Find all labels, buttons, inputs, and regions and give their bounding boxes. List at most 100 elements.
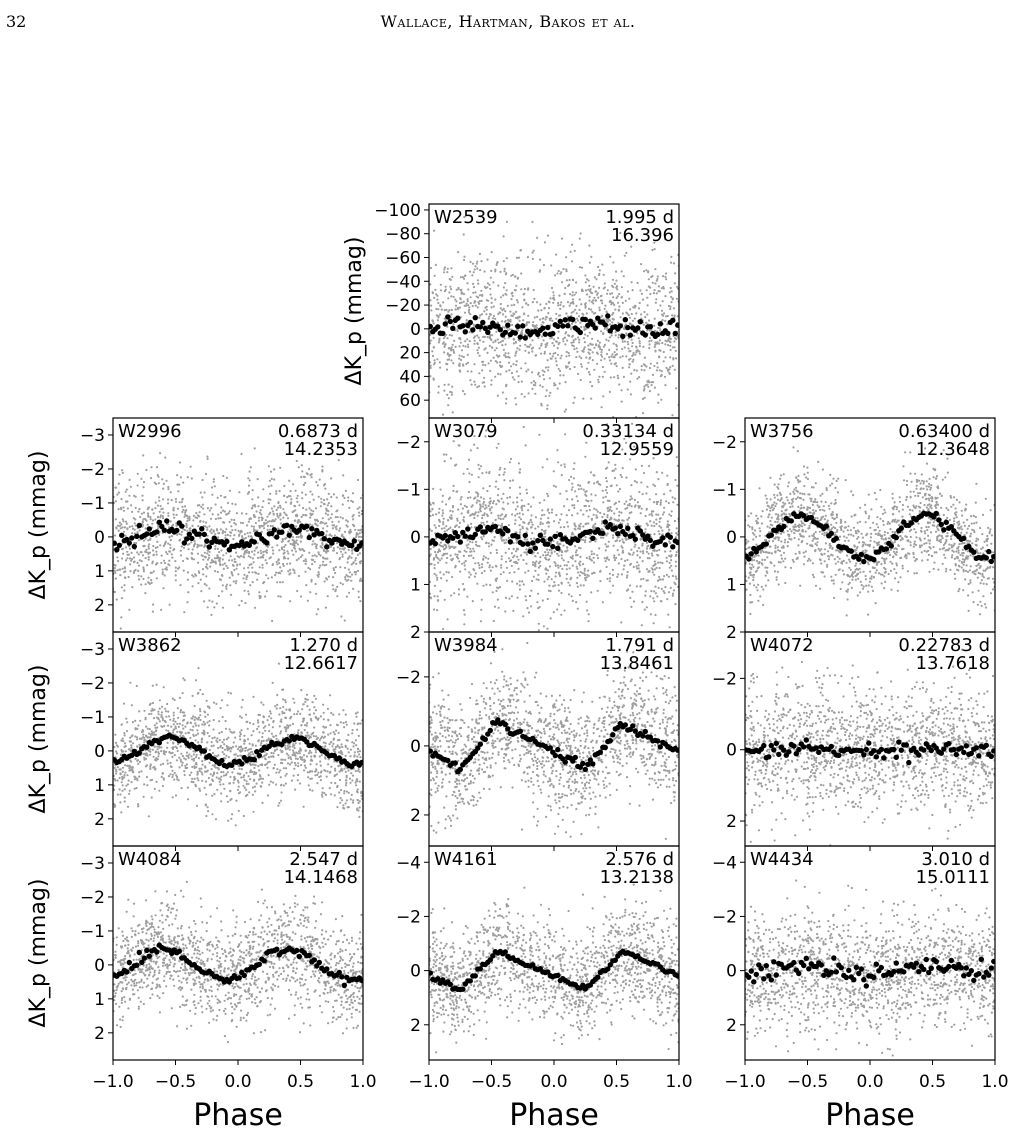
raw-point (490, 543, 493, 546)
raw-point (321, 465, 324, 468)
raw-point (545, 302, 548, 305)
raw-point (509, 560, 512, 563)
raw-point (281, 538, 284, 541)
raw-point (508, 597, 511, 600)
raw-point (569, 293, 572, 296)
raw-point (493, 349, 496, 352)
raw-point (220, 574, 224, 577)
raw-point (621, 338, 624, 341)
raw-point (511, 376, 514, 379)
raw-point (465, 550, 468, 553)
raw-point (325, 507, 328, 510)
raw-point (222, 474, 225, 478)
raw-point (292, 568, 295, 571)
raw-point (449, 353, 452, 357)
raw-point (587, 574, 590, 578)
raw-point (206, 455, 209, 458)
raw-point (630, 245, 633, 248)
raw-point (524, 362, 527, 365)
raw-point (214, 560, 217, 563)
raw-point (527, 303, 530, 307)
raw-point (164, 456, 167, 459)
raw-point (468, 340, 471, 343)
binned-point (445, 538, 451, 544)
raw-point (653, 364, 656, 368)
raw-point (481, 381, 484, 384)
raw-point (520, 288, 523, 291)
raw-point (578, 341, 581, 344)
raw-point (117, 529, 120, 532)
raw-point (315, 613, 318, 616)
raw-point (260, 552, 263, 555)
raw-point (326, 504, 329, 507)
raw-point (656, 553, 659, 556)
raw-point (577, 571, 580, 574)
binned-point (515, 534, 521, 540)
raw-point (223, 562, 226, 565)
raw-point (247, 520, 250, 523)
raw-point (976, 576, 979, 579)
raw-point (325, 550, 328, 553)
raw-point (311, 558, 315, 562)
raw-point (485, 542, 488, 545)
raw-point (648, 336, 652, 340)
raw-point (482, 497, 485, 500)
binned-point (256, 532, 262, 538)
raw-point (585, 356, 588, 359)
raw-point (214, 503, 217, 506)
raw-point (468, 270, 472, 273)
raw-point (549, 617, 552, 620)
raw-point (142, 568, 145, 571)
raw-point (357, 535, 361, 539)
raw-point (675, 577, 678, 580)
raw-point (661, 341, 664, 345)
raw-point (658, 525, 661, 528)
binned-point (450, 535, 456, 541)
raw-point (656, 500, 660, 503)
binned-points-W2539 (429, 313, 679, 341)
raw-point (499, 514, 502, 517)
raw-point (581, 572, 584, 575)
raw-point (622, 375, 626, 378)
raw-point (245, 549, 249, 552)
raw-point (319, 505, 322, 508)
raw-point (468, 413, 470, 415)
raw-point (515, 363, 518, 366)
raw-point (486, 258, 489, 261)
raw-point (534, 569, 537, 573)
raw-point (299, 555, 302, 559)
raw-point (927, 534, 930, 537)
raw-point (459, 570, 462, 573)
raw-point (313, 542, 316, 545)
raw-point (611, 292, 614, 295)
raw-point (312, 498, 315, 501)
raw-point (241, 535, 244, 538)
raw-point (174, 574, 177, 577)
raw-point (115, 527, 118, 530)
binned-point (477, 324, 483, 330)
raw-point (628, 297, 631, 300)
raw-point (347, 556, 350, 560)
raw-point (264, 519, 267, 522)
raw-point (630, 484, 633, 487)
raw-point (203, 582, 206, 586)
raw-point (476, 306, 479, 309)
raw-point (294, 519, 297, 522)
raw-point (528, 546, 531, 550)
raw-point (526, 528, 529, 531)
raw-point (296, 543, 299, 546)
raw-point (602, 496, 605, 499)
raw-point (207, 558, 210, 561)
raw-point (524, 571, 527, 574)
raw-point (583, 341, 587, 344)
raw-point (169, 550, 172, 553)
raw-point (655, 518, 658, 521)
raw-point (498, 364, 502, 367)
raw-point (445, 579, 448, 582)
raw-point (630, 505, 633, 508)
raw-point (553, 584, 557, 587)
raw-point (225, 587, 228, 590)
binned-point (525, 541, 531, 547)
raw-point (600, 330, 603, 333)
raw-point (258, 526, 261, 529)
